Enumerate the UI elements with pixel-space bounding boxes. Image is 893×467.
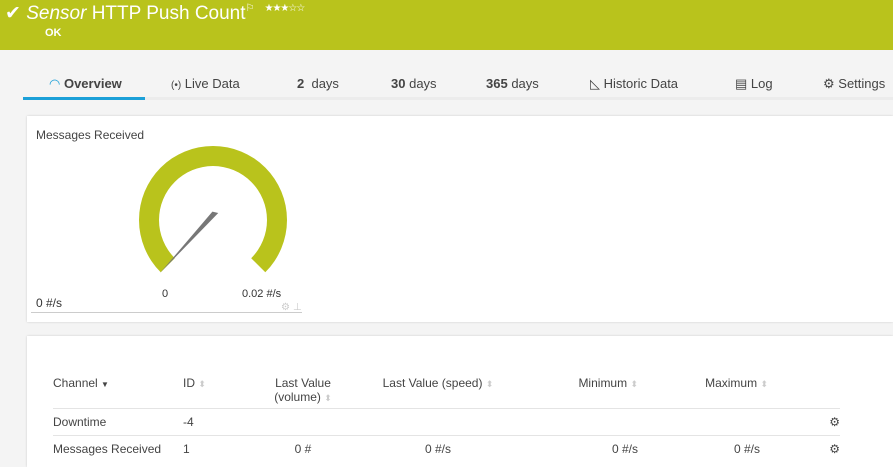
channels-table: Channel ▼ ID ⬍ Last Value (volume) ⬍ Last… <box>53 366 840 462</box>
gear-icon: ⚙ <box>823 76 835 91</box>
header-minimum[interactable]: Minimum ⬍ <box>578 376 638 390</box>
header-last-value-volume[interactable]: Last Value (volume) ⬍ <box>274 376 332 404</box>
tab-2-days[interactable]: 2 days <box>297 76 339 91</box>
sort-icon: ⬍ <box>485 379 494 389</box>
flag-icon[interactable]: ⚐ <box>245 3 255 14</box>
tab-log[interactable]: ▤ Log <box>735 76 773 91</box>
area-chart-icon: ◺ <box>590 76 600 91</box>
list-icon: ▤ <box>735 76 748 91</box>
sort-desc-icon: ▼ <box>101 380 109 389</box>
status-text: OK <box>45 27 62 39</box>
broadcast-icon: (•) <box>171 80 182 91</box>
gauge-max-label: 0.02 #/s <box>242 288 282 300</box>
sort-icon: ⬍ <box>198 379 206 389</box>
channels-panel: Channel ▼ ID ⬍ Last Value (volume) ⬍ Last… <box>27 336 893 467</box>
table-row[interactable]: Downtime -4 ⚙ <box>53 407 840 435</box>
channel-settings-icon[interactable]: ⚙ <box>768 407 840 435</box>
gauge-panel: Messages Received 0 #/s 0 0.02 #/s ⚙ ⊥ <box>27 116 893 322</box>
header-channel[interactable]: Channel ▼ <box>53 376 109 390</box>
rating-stars[interactable]: ★★★☆☆ <box>264 3 305 14</box>
tab-overview[interactable]: ◠ Overview <box>49 76 122 91</box>
header-id[interactable]: ID ⬍ <box>183 376 206 390</box>
pin-icon[interactable]: ⊥ <box>293 302 302 313</box>
header-last-value-speed[interactable]: Last Value (speed) ⬍ <box>382 376 494 390</box>
sensor-header: ✔ Sensor HTTP Push Count⚐ ★★★☆☆ OK <box>0 0 893 50</box>
channel-settings-icon[interactable]: ⚙ <box>768 434 840 462</box>
tab-bar: ◠ Overview (•) Live Data 2 days 30 days … <box>23 70 893 100</box>
gauge-arc <box>139 145 287 273</box>
gauge-title: Messages Received <box>36 128 145 142</box>
sort-icon: ⬍ <box>630 379 638 389</box>
active-tab-indicator <box>23 97 145 100</box>
sensor-title: ✔ Sensor HTTP Push Count⚐ ★★★☆☆ <box>5 3 305 24</box>
table-row[interactable]: Messages Received 1 0 #0 #/s 0 #/s 0 #/s ⚙ <box>53 434 840 462</box>
gauge-value: 0 #/s <box>36 296 63 310</box>
gauge-needle <box>160 211 219 273</box>
tab-365-days[interactable]: 365 days <box>486 76 539 91</box>
gauge-min-label: 0 <box>162 288 169 300</box>
gauge-baseline <box>31 312 302 313</box>
tab-historic-data[interactable]: ◺ Historic Data <box>590 76 679 91</box>
sort-icon: ⬍ <box>324 393 332 403</box>
gauge-settings-icon[interactable]: ⚙ <box>281 302 290 313</box>
tab-settings[interactable]: ⚙ Settings <box>823 76 886 91</box>
gauge <box>139 145 287 273</box>
header-maximum[interactable]: Maximum ⬍ <box>705 376 768 390</box>
sort-icon: ⬍ <box>760 379 768 389</box>
tab-30-days[interactable]: 30 days <box>391 76 437 91</box>
tab-live-data[interactable]: (•) Live Data <box>171 76 240 91</box>
gauge-icon: ◠ <box>49 76 61 91</box>
